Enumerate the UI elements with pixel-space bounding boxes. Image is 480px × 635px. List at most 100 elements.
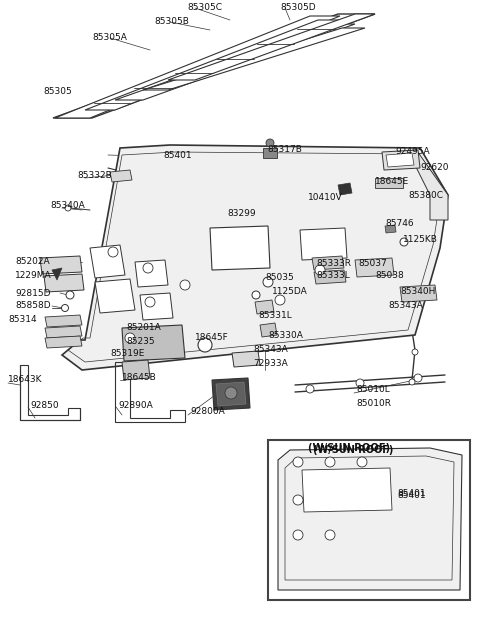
Polygon shape (415, 148, 448, 220)
Text: 85305C: 85305C (188, 4, 223, 13)
Text: 92800A: 92800A (190, 408, 225, 417)
Polygon shape (385, 225, 396, 233)
Text: 72933A: 72933A (253, 359, 288, 368)
Circle shape (198, 338, 212, 352)
Polygon shape (260, 323, 277, 337)
Polygon shape (216, 382, 246, 406)
Circle shape (66, 291, 74, 299)
Bar (263, 148, 277, 158)
Circle shape (180, 280, 190, 290)
Polygon shape (338, 183, 352, 195)
Circle shape (275, 295, 285, 305)
Text: 85037: 85037 (358, 258, 387, 267)
Polygon shape (122, 325, 185, 361)
Text: 85401: 85401 (164, 150, 192, 159)
Polygon shape (143, 28, 365, 90)
Polygon shape (95, 279, 135, 313)
Polygon shape (212, 378, 250, 410)
Polygon shape (45, 326, 82, 338)
Circle shape (357, 457, 367, 467)
Text: 92890A: 92890A (118, 401, 153, 410)
Text: 85333L: 85333L (316, 272, 350, 281)
Circle shape (325, 457, 335, 467)
Circle shape (145, 297, 155, 307)
Circle shape (414, 374, 422, 382)
Polygon shape (302, 468, 392, 512)
Bar (375, 178, 403, 188)
Text: 85331L: 85331L (258, 312, 292, 321)
Text: 85317B: 85317B (267, 145, 302, 154)
Circle shape (252, 291, 260, 299)
Polygon shape (55, 16, 340, 118)
Polygon shape (255, 300, 274, 314)
Polygon shape (168, 14, 375, 80)
Text: 85035: 85035 (265, 272, 294, 281)
Text: 85746: 85746 (385, 220, 414, 229)
Polygon shape (386, 153, 414, 167)
Text: 85202A: 85202A (15, 258, 49, 267)
Text: 85343A: 85343A (253, 345, 288, 354)
Circle shape (263, 277, 273, 287)
Text: 85201A: 85201A (126, 323, 161, 333)
Polygon shape (110, 170, 132, 182)
Text: 85340H: 85340H (400, 288, 435, 297)
Text: 18645B: 18645B (122, 373, 157, 382)
Polygon shape (85, 20, 345, 110)
Bar (268, 440, 470, 600)
Circle shape (225, 387, 237, 399)
Text: 85038: 85038 (375, 272, 404, 281)
Text: 1229MA: 1229MA (15, 271, 52, 279)
Text: 92815D: 92815D (15, 288, 50, 298)
Text: 85235: 85235 (126, 337, 155, 345)
Text: 85305B: 85305B (155, 18, 190, 27)
Text: 85332B: 85332B (78, 171, 112, 180)
Text: (W/SUN ROOF): (W/SUN ROOF) (313, 445, 394, 455)
Text: 85010R: 85010R (356, 399, 391, 408)
Text: 85305A: 85305A (93, 34, 127, 43)
Text: 10410V: 10410V (308, 194, 342, 203)
Text: 85858D: 85858D (15, 302, 50, 311)
Polygon shape (314, 270, 346, 284)
Text: 85343A: 85343A (388, 300, 423, 309)
Polygon shape (210, 226, 270, 270)
Polygon shape (90, 245, 125, 278)
Text: 18645F: 18645F (195, 333, 229, 342)
Polygon shape (40, 256, 82, 274)
Text: 92850: 92850 (30, 401, 59, 410)
Circle shape (409, 379, 415, 385)
Circle shape (306, 385, 314, 393)
Circle shape (293, 495, 303, 505)
Polygon shape (115, 24, 355, 100)
Polygon shape (355, 258, 394, 277)
Circle shape (400, 238, 408, 246)
Text: 83299: 83299 (228, 208, 256, 218)
Text: 1125KB: 1125KB (403, 236, 438, 244)
Polygon shape (382, 150, 420, 170)
Polygon shape (122, 360, 150, 380)
Text: 85340A: 85340A (50, 201, 85, 210)
Circle shape (356, 379, 364, 387)
Polygon shape (62, 145, 448, 370)
Polygon shape (312, 256, 344, 270)
Circle shape (325, 530, 335, 540)
Polygon shape (400, 285, 437, 302)
Text: 85333R: 85333R (316, 258, 351, 267)
Circle shape (293, 457, 303, 467)
Text: 18645E: 18645E (375, 178, 409, 187)
Text: 85319E: 85319E (110, 349, 144, 359)
Circle shape (143, 263, 153, 273)
Circle shape (315, 265, 325, 275)
Polygon shape (232, 351, 260, 367)
Text: 85305D: 85305D (280, 4, 316, 13)
Circle shape (61, 305, 69, 312)
Polygon shape (45, 336, 82, 348)
Circle shape (108, 247, 118, 257)
Circle shape (125, 333, 135, 343)
Polygon shape (300, 228, 347, 260)
Text: 18643K: 18643K (8, 375, 43, 385)
Polygon shape (135, 260, 168, 287)
Circle shape (293, 530, 303, 540)
Text: 85401: 85401 (397, 490, 426, 498)
Text: 85330A: 85330A (268, 331, 303, 340)
Circle shape (412, 349, 418, 355)
